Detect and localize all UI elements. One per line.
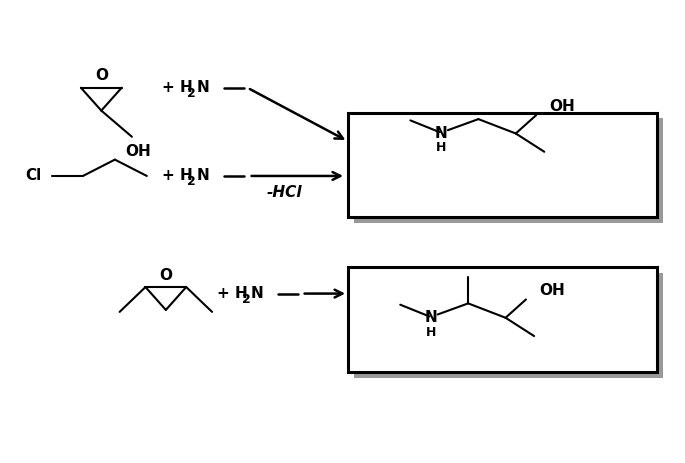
Bar xyxy=(348,113,657,217)
Text: 2: 2 xyxy=(187,175,196,188)
Text: + H: + H xyxy=(217,286,247,301)
Text: N: N xyxy=(435,126,447,141)
Text: OH: OH xyxy=(550,99,575,113)
Text: OH: OH xyxy=(125,144,151,159)
Bar xyxy=(354,119,663,223)
Text: H: H xyxy=(436,141,446,154)
Bar xyxy=(348,268,657,372)
Text: Cl: Cl xyxy=(25,169,42,183)
Text: 2: 2 xyxy=(187,87,196,100)
Text: OH: OH xyxy=(540,283,565,298)
Bar xyxy=(354,273,663,378)
Text: N: N xyxy=(425,310,437,325)
Text: -HCl: -HCl xyxy=(267,185,303,200)
Text: + H: + H xyxy=(162,169,193,183)
Text: N: N xyxy=(251,286,264,301)
Text: H: H xyxy=(425,325,436,338)
Text: N: N xyxy=(197,169,209,183)
Text: N: N xyxy=(197,80,209,95)
Text: + H: + H xyxy=(162,80,193,95)
Text: 2: 2 xyxy=(242,293,250,306)
Text: O: O xyxy=(95,69,108,83)
Text: O: O xyxy=(160,268,173,283)
